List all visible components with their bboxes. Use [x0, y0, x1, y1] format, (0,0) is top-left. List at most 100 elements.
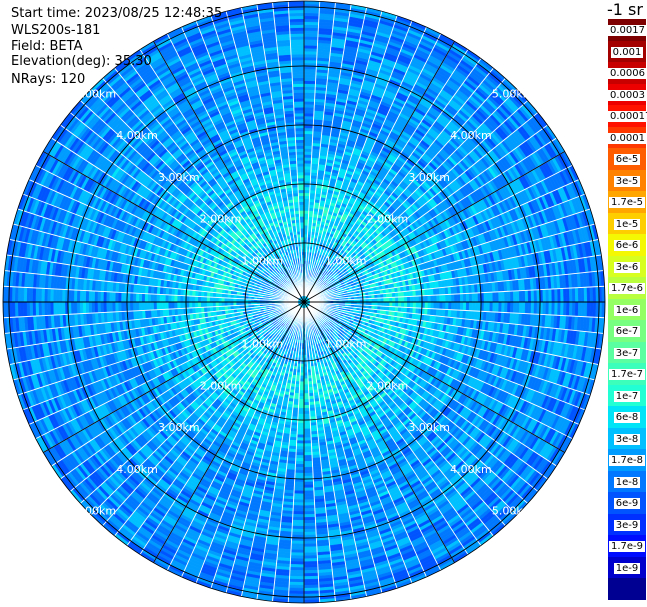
- data-cell: [504, 301, 508, 313]
- data-cell: [451, 301, 455, 311]
- data-cell: [533, 289, 538, 303]
- data-cell: [518, 290, 523, 303]
- data-cell: [395, 296, 399, 303]
- data-cell: [303, 154, 312, 158]
- data-cell: [395, 301, 399, 308]
- data-cell: [507, 301, 511, 314]
- data-cell: [459, 301, 464, 311]
- data-cell: [462, 293, 467, 303]
- data-cell: [303, 210, 309, 214]
- data-cell: [398, 301, 402, 308]
- data-cell: [303, 127, 314, 132]
- data-cell: [457, 293, 461, 303]
- data-cell: [392, 301, 396, 307]
- data-cell: [486, 301, 491, 312]
- data-cell: [489, 301, 494, 313]
- data-cell: [542, 301, 547, 315]
- data-cell: [401, 301, 405, 308]
- data-cell: [445, 301, 449, 310]
- data-cell: [303, 198, 310, 203]
- data-cell: [513, 290, 517, 303]
- data-cell: [433, 294, 437, 303]
- data-cell: [436, 301, 440, 310]
- data-cell: [303, 92, 316, 96]
- data-cell: [303, 77, 316, 82]
- data-cell: [303, 109, 315, 114]
- data-cell: [457, 301, 461, 311]
- data-cell: [383, 297, 387, 303]
- data-cell: [513, 301, 517, 314]
- data-cell: [392, 297, 396, 303]
- data-cell: [548, 301, 553, 316]
- data-cell: [445, 294, 449, 303]
- data-cell: [542, 289, 547, 303]
- data-cell: [303, 145, 313, 149]
- data-cell: [303, 115, 314, 120]
- data-cell: [303, 136, 313, 141]
- data-cell: [442, 301, 446, 310]
- data-cell: [454, 301, 458, 311]
- data-cell: [303, 133, 314, 138]
- data-cell: [386, 297, 390, 303]
- data-cell: [303, 139, 313, 144]
- data-cell: [303, 151, 313, 155]
- data-cell: [486, 292, 491, 303]
- data-cell: [303, 222, 309, 226]
- data-cell: [303, 204, 310, 208]
- data-cell: [303, 50, 318, 55]
- data-cell: [474, 301, 479, 312]
- data-cell: [412, 301, 417, 309]
- data-cell: [303, 166, 312, 170]
- data-cell: [545, 288, 550, 303]
- data-cell: [551, 301, 556, 316]
- data-cell: [424, 301, 429, 309]
- data-cell: [527, 289, 532, 303]
- data-cell: [462, 301, 467, 311]
- data-cell: [492, 301, 497, 313]
- data-cell: [409, 301, 414, 308]
- data-cell: [303, 83, 316, 88]
- data-cell: [380, 301, 384, 307]
- data-cell: [303, 142, 313, 147]
- data-cell: [515, 290, 520, 303]
- data-cell: [510, 301, 514, 314]
- data-cell: [303, 68, 317, 73]
- data-cell: [303, 59, 317, 64]
- data-cell: [524, 301, 529, 314]
- data-cell: [303, 169, 312, 173]
- data-cell: [548, 288, 553, 303]
- data-cell: [303, 192, 310, 197]
- data-cell: [406, 301, 411, 308]
- data-cell: [439, 301, 443, 310]
- data-cell: [303, 186, 311, 191]
- data-cell: [303, 219, 309, 223]
- data-cell: [303, 213, 309, 217]
- data-cell: [427, 301, 432, 309]
- data-cell: [504, 291, 508, 303]
- data-cell: [448, 294, 452, 303]
- data-cell: [303, 177, 311, 182]
- data-cell: [383, 301, 387, 307]
- data-cell: [424, 295, 429, 303]
- data-cell: [465, 301, 470, 311]
- data-cell: [515, 301, 520, 314]
- data-cell: [483, 292, 488, 303]
- data-cell: [483, 301, 488, 312]
- data-cell: [495, 291, 499, 303]
- data-cell: [433, 301, 437, 310]
- data-cell: [533, 301, 538, 315]
- data-cell: [409, 296, 414, 303]
- data-cell: [465, 293, 470, 303]
- data-cell: [406, 296, 411, 303]
- data-cell: [303, 71, 317, 76]
- data-cell: [303, 195, 310, 200]
- data-cell: [459, 293, 464, 303]
- data-cell: [403, 301, 408, 308]
- data-cell: [448, 301, 452, 310]
- data-cell: [377, 301, 381, 307]
- data-cell: [403, 296, 408, 303]
- data-cell: [436, 294, 440, 303]
- data-cell: [303, 201, 310, 205]
- data-cell: [380, 297, 384, 303]
- data-cell: [415, 301, 420, 309]
